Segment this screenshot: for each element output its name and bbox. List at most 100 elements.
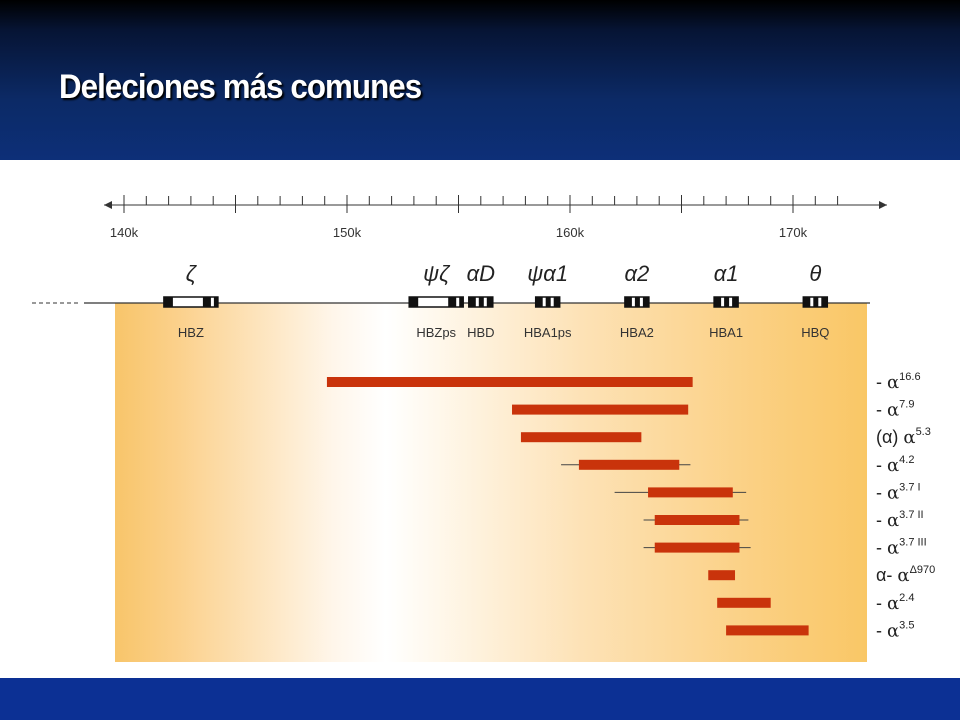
deletion-label-prefix: -: [876, 620, 887, 640]
deletion-bar: [648, 487, 733, 498]
gene-hbz: ζ HBZ: [163, 261, 219, 340]
deletion-row: - α3.7 II: [643, 509, 924, 531]
deletion-label-superscript: 3.5: [899, 619, 914, 631]
gene-label: HBQ: [801, 325, 829, 340]
gene-label: HBA1: [709, 325, 743, 340]
gene-symbol: α2: [625, 261, 650, 286]
deletion-map-diagram: 140k 150k 160k 170k ζ HBZ ψζ HBZps αD HBD ψα1 HBA1…: [0, 160, 960, 678]
gene-hba1: α1 HBA1: [709, 261, 743, 340]
deletion-label-prefix: α-: [876, 565, 897, 585]
deletion-label-superscript: 5.3: [916, 426, 931, 438]
ruler-ticks: [123, 195, 839, 213]
slide-title: Deleciones más comunes: [59, 68, 422, 106]
ruler-tick-label: 160k: [556, 225, 585, 240]
exon: [468, 297, 476, 307]
deletion-label-symbol: α: [887, 400, 899, 421]
exon: [813, 297, 819, 307]
gene-symbol: α1: [714, 261, 739, 286]
deletion-label-symbol: α: [903, 427, 915, 448]
gene-hba2: α2 HBA2: [620, 261, 654, 340]
deletion-label-symbol: α: [887, 538, 899, 559]
deletion-label-symbol: α: [897, 565, 909, 586]
deletion-bar: [520, 432, 642, 443]
deletion-row: - α3.7 I: [614, 481, 921, 503]
gene-label: HBZ: [178, 325, 204, 340]
deletion-label-prefix: (α): [876, 427, 903, 447]
gene-symbol: θ: [809, 261, 821, 286]
slide-header: Deleciones más comunes: [0, 0, 960, 160]
deletion-row: - α3.7 III: [643, 537, 927, 559]
deletion-map-svg: 140k 150k 160k 170k ζ HBZ ψζ HBZps αD HBD ψα1 HBA1…: [32, 195, 935, 662]
exon: [732, 297, 739, 307]
gene-hbzps: ψζ HBZps: [408, 261, 464, 340]
exon: [448, 297, 457, 307]
gene-symbol: αD: [467, 261, 496, 286]
gradient-background: [115, 303, 867, 662]
deletion-label-symbol: α: [887, 482, 899, 503]
gene-symbol: ψζ: [423, 261, 451, 286]
deletion-label-superscript: 4.2: [899, 454, 914, 466]
deletion-label: - α16.6: [876, 371, 921, 393]
deletion-bar: [708, 570, 736, 581]
gene-label: HBA2: [620, 325, 654, 340]
deletion-label-prefix: -: [876, 538, 887, 558]
exon: [478, 297, 484, 307]
deletion-label-symbol: α: [887, 593, 899, 614]
exon: [459, 297, 464, 307]
gene-label: HBZps: [416, 325, 456, 340]
deletion-label-superscript: 2.4: [899, 592, 914, 604]
ruler-tick-labels: 140k 150k 160k 170k: [110, 225, 808, 240]
ruler-left-arrow: [104, 201, 112, 209]
exon: [634, 297, 640, 307]
deletion-label: (α) α5.3: [876, 426, 931, 448]
deletion-label-symbol: α: [887, 620, 899, 641]
deletions-group: - α16.6- α7.9(α) α5.3- α4.2- α3.7 I- α3.…: [326, 371, 935, 641]
deletion-row: - α16.6: [326, 371, 921, 393]
deletion-bar: [578, 459, 680, 470]
exon: [821, 297, 828, 307]
deletion-label-superscript: 7.9: [899, 399, 914, 411]
deletion-label-symbol: α: [887, 372, 899, 393]
deletion-label: α- αΔ970: [876, 564, 935, 586]
deletion-label-prefix: -: [876, 400, 887, 420]
deletion-label: - α4.2: [876, 454, 914, 476]
deletion-label-prefix: -: [876, 510, 887, 530]
deletion-label-superscript: 16.6: [899, 371, 920, 383]
exon: [213, 297, 218, 307]
deletion-label-prefix: -: [876, 372, 887, 392]
deletion-label: - α7.9: [876, 399, 914, 421]
gene-symbol: ζ: [186, 261, 198, 286]
exon: [642, 297, 649, 307]
gene-label: HBD: [467, 325, 494, 340]
exon: [409, 297, 419, 307]
ruler-right-arrow: [879, 201, 887, 209]
exon: [535, 297, 543, 307]
deletion-label: - α3.5: [876, 619, 914, 641]
deletion-row: (α) α5.3: [520, 426, 931, 448]
exon: [553, 297, 560, 307]
exon: [163, 297, 173, 307]
exon: [803, 297, 811, 307]
deletion-bar: [717, 597, 771, 608]
deletion-label: - α3.7 II: [876, 509, 924, 531]
exon: [545, 297, 551, 307]
deletion-bar: [654, 515, 740, 525]
deletion-row: - α3.5: [726, 619, 914, 641]
deletion-bar: [512, 404, 689, 415]
gene-label: HBA1ps: [524, 325, 572, 340]
ruler-tick-label: 170k: [779, 225, 808, 240]
deletion-label-superscript: 3.7 II: [899, 509, 923, 521]
deletion-label-superscript: Δ970: [910, 564, 936, 576]
deletion-bar: [654, 542, 740, 553]
exon: [724, 297, 730, 307]
deletion-row: - α2.4: [717, 592, 914, 614]
deletion-label: - α3.7 III: [876, 537, 927, 559]
deletion-label-symbol: α: [887, 510, 899, 531]
exon: [202, 297, 211, 307]
gene-hba1ps: ψα1 HBA1ps: [524, 261, 572, 340]
deletion-row: - α7.9: [512, 399, 914, 421]
deletion-label-prefix: -: [876, 455, 887, 475]
deletion-row: α- αΔ970: [708, 564, 935, 586]
deletion-label-prefix: -: [876, 593, 887, 613]
deletion-label-superscript: 3.7 III: [899, 537, 927, 549]
